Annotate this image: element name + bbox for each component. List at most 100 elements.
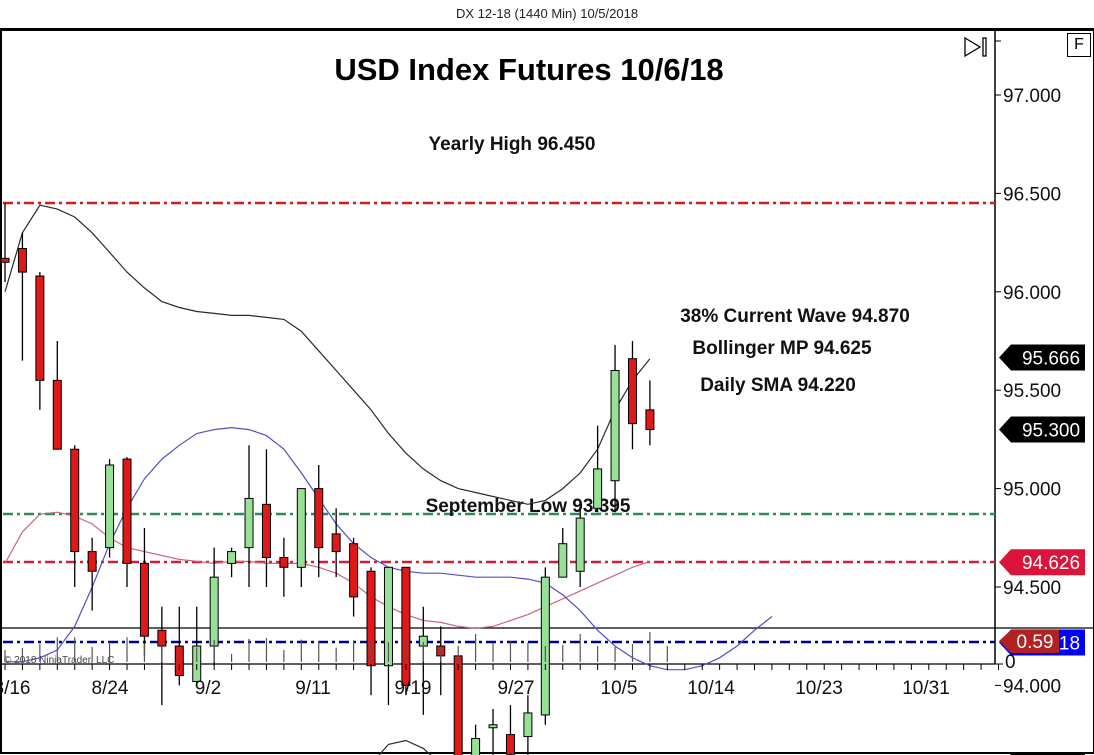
bollinger-mid-line (4, 511, 651, 629)
candle-body (401, 566, 411, 686)
price-badge-shape (999, 344, 1085, 371)
candle[interactable] (139, 527, 149, 656)
candle-body (349, 543, 359, 598)
candle[interactable] (558, 527, 568, 578)
candle[interactable] (70, 445, 80, 587)
volume-badge-label: 0.59 (1017, 632, 1054, 653)
candle[interactable] (471, 724, 481, 755)
price-badge-label: 94.626 (1022, 553, 1080, 574)
skip-bar (982, 37, 987, 57)
candles (0, 203, 655, 755)
skip-triangle (964, 36, 982, 58)
candle-body (593, 468, 603, 509)
candle[interactable] (453, 655, 463, 755)
copyright-label: © 2018 NinjaTrader, LLC (4, 655, 114, 666)
candle-body (139, 562, 149, 637)
candle-body (244, 497, 254, 549)
candle-body (575, 517, 585, 572)
candle[interactable] (174, 606, 184, 686)
candle[interactable] (35, 272, 45, 410)
candle[interactable] (314, 464, 324, 578)
candle[interactable] (227, 547, 237, 578)
candle[interactable] (627, 341, 637, 450)
candle[interactable] (0, 203, 10, 282)
candle-body (122, 458, 132, 564)
price-badge-shape (999, 416, 1085, 443)
price-badge-label: 95.300 (1022, 421, 1080, 442)
f-button[interactable]: F (1067, 33, 1091, 57)
candle-body (296, 488, 306, 568)
candle[interactable] (366, 567, 376, 696)
candle[interactable] (296, 488, 306, 587)
candle-body (227, 551, 237, 564)
date-label: 8/16 (0, 678, 30, 699)
price-tick-label: 94.000 (1003, 676, 1061, 697)
candle[interactable] (105, 459, 115, 558)
date-label: 10/23 (795, 678, 843, 699)
price-tick-label: 95.500 (1003, 381, 1061, 402)
level-label: 38% Current Wave 94.870 (680, 306, 910, 327)
price-axis: 97.000 96.500 96.000 95.500 95.000 94.500 94.0… (995, 40, 1061, 697)
candle-body (453, 655, 463, 755)
candle[interactable] (244, 445, 254, 587)
price-badge: 95.666 (999, 344, 1085, 371)
candle-body (610, 370, 620, 482)
volume-badge (999, 630, 1059, 653)
price-badge: 95.300 (999, 416, 1085, 443)
price-tick-label: 95.000 (1003, 480, 1061, 501)
candle[interactable] (523, 695, 533, 755)
candle[interactable] (349, 537, 359, 617)
candle[interactable] (505, 705, 515, 755)
candle[interactable] (87, 537, 97, 611)
candle[interactable] (17, 232, 27, 361)
date-label: 8/24 (92, 678, 129, 699)
candle-body (261, 503, 271, 558)
level-label: September Low 93.395 (426, 496, 631, 517)
candle-body (488, 724, 498, 729)
candle-body (70, 448, 80, 553)
candle-body (331, 533, 341, 553)
date-label: 9/11 (295, 678, 331, 699)
candle[interactable] (52, 341, 62, 450)
candle[interactable] (401, 566, 411, 696)
date-label: 10/5 (601, 678, 638, 699)
time-axis: 8/16 8/24 9/2 9/11 9/19 9/27 10/5 10/14 10/23 10/… (0, 664, 1000, 699)
candle-body (17, 248, 27, 273)
candle[interactable] (610, 344, 620, 513)
candle[interactable] (488, 709, 498, 755)
price-tick-label: 97.000 (1003, 86, 1061, 107)
date-label: 10/14 (687, 678, 735, 699)
candle[interactable] (122, 457, 132, 587)
date-label: 10/31 (902, 678, 950, 699)
chart-title: USD Index Futures 10/6/18 (334, 52, 723, 87)
candle[interactable] (192, 606, 202, 686)
skip-to-end-icon[interactable] (964, 36, 987, 58)
candle-body (505, 734, 515, 755)
price-tick-label: 96.000 (1003, 283, 1061, 304)
candle-body (558, 543, 568, 578)
candle[interactable] (593, 425, 603, 513)
price-tick-label: 94.500 (1003, 578, 1061, 599)
candle-body (105, 464, 115, 549)
price-tick-label: 96.500 (1003, 184, 1061, 205)
candle[interactable] (645, 380, 655, 446)
candle[interactable] (261, 449, 271, 587)
candle-body (627, 358, 637, 425)
candle[interactable] (383, 566, 393, 706)
candle[interactable] (575, 508, 585, 587)
volume-bars (4, 632, 668, 662)
candle-body (157, 629, 167, 647)
date-label: 9/19 (395, 678, 432, 699)
level-label: Bollinger MP 94.625 (692, 338, 872, 359)
chart-frame (0, 29, 1094, 754)
candle-body (279, 556, 289, 568)
candle-body (87, 551, 97, 572)
candle-body (209, 576, 219, 647)
bollinger-upper-line (4, 204, 651, 505)
candle[interactable] (279, 537, 289, 597)
date-label: 9/2 (195, 678, 221, 699)
candle[interactable] (331, 508, 341, 578)
candle-body (35, 275, 45, 381)
candle-body (0, 257, 10, 263)
